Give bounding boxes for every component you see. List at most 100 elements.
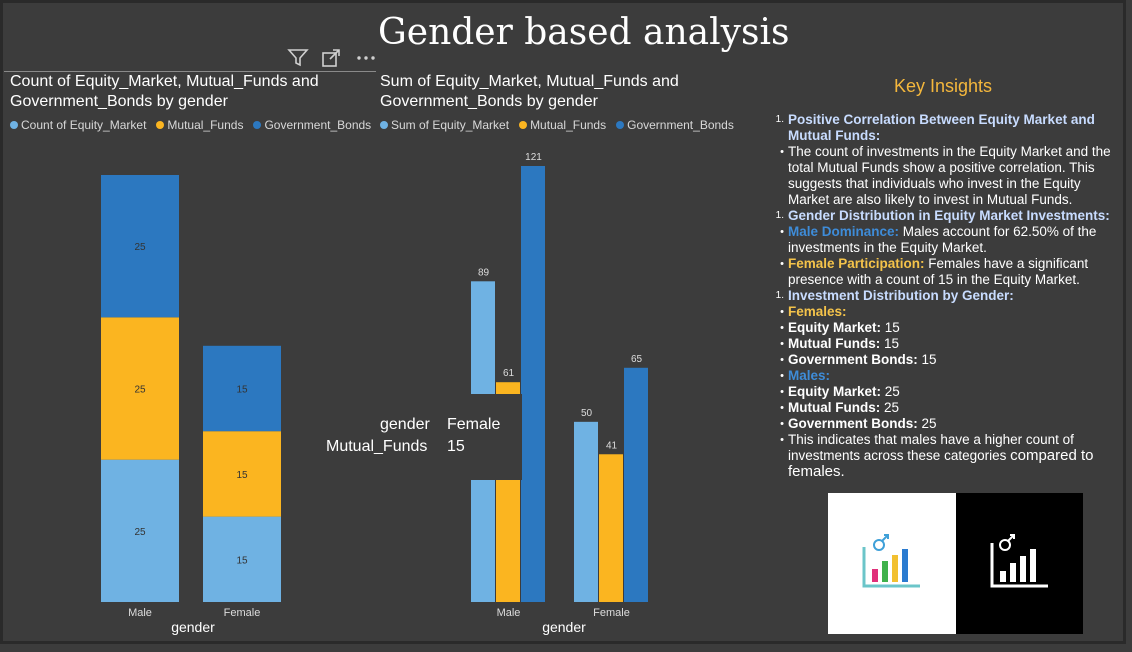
- bullet: •: [780, 306, 784, 318]
- bullet: •: [780, 402, 784, 414]
- insights-text: 1. Positive Correlation Between Equity Ma…: [770, 112, 1125, 480]
- legend-item-mutual[interactable]: Mutual_Funds: [156, 118, 243, 132]
- legend-dot: [10, 121, 18, 129]
- stat-value: 25: [917, 416, 937, 431]
- insight-body: The count of investments in the Equity M…: [788, 144, 1111, 207]
- legend-dot: [519, 121, 528, 129]
- list-item: • Mutual Funds: 15: [770, 336, 1125, 352]
- x-axis-label: gender: [171, 619, 215, 635]
- legend-item-equity[interactable]: Count of Equity_Market: [10, 118, 146, 132]
- legend-label: Mutual_Funds: [530, 118, 607, 132]
- conclusion-text-large: compared to females.: [788, 447, 1094, 480]
- bar-male-equity[interactable]: [101, 459, 179, 602]
- insight-heading: 1. Investment Distribution by Gender:: [770, 288, 1125, 304]
- bullet: •: [780, 370, 784, 382]
- data-label: 25: [134, 242, 146, 253]
- insight-heading-text: Investment Distribution by Gender:: [788, 288, 1014, 303]
- bullet: •: [780, 354, 784, 366]
- legend-item-equity[interactable]: Sum of Equity_Market: [380, 118, 509, 132]
- legend-item-mutual[interactable]: Mutual_Funds: [519, 118, 606, 132]
- data-label: 121: [525, 152, 542, 163]
- bar-female-mutual-funds[interactable]: [203, 431, 281, 517]
- stat-label: Mutual Funds:: [788, 336, 881, 351]
- right-chart-title: Sum of Equity_Market, Mutual_Funds and G…: [380, 73, 679, 110]
- legend-label: Count of Equity_Market: [21, 118, 147, 132]
- tooltip-value-measure: 15: [447, 438, 465, 455]
- filter-icon[interactable]: [287, 48, 309, 68]
- stat-label: Mutual Funds:: [788, 400, 881, 415]
- gender-bar-chart-icon: [862, 534, 920, 588]
- focus-mode-icon[interactable]: [321, 48, 341, 68]
- bar-female-government-bonds[interactable]: [203, 345, 281, 432]
- tooltip-key-measure: Mutual_Funds: [326, 438, 428, 455]
- legend-item-gov[interactable]: Government_Bonds: [253, 118, 371, 132]
- right-clustered-bar-chart[interactable]: 89 61 121 Male 50 41 65 Female gender: [376, 140, 756, 640]
- stat-value: 25: [880, 400, 900, 415]
- visual-header-toolbar: [287, 48, 375, 68]
- left-chart-legend: Count of Equity_Market Mutual_Funds Gove…: [10, 118, 371, 132]
- stat-label: Government Bonds:: [788, 352, 918, 367]
- bar-female-government-bonds[interactable]: [624, 367, 648, 602]
- conclusion-text: This indicates that males have a higher …: [788, 432, 1074, 463]
- chart-tooltip: gender Female Mutual_Funds 15: [322, 394, 522, 480]
- list-item: • Male Dominance: Males account for 62.50…: [770, 224, 1125, 256]
- bullet: •: [780, 322, 784, 334]
- bar-female-mutual-funds[interactable]: [599, 454, 623, 602]
- bullet: •: [780, 146, 784, 158]
- legend-dot: [156, 121, 165, 129]
- data-label: 50: [581, 408, 593, 419]
- list-item: • Equity Market: 15: [770, 320, 1125, 336]
- x-axis-label: gender: [542, 619, 586, 635]
- legend-item-gov[interactable]: Government_Bonds: [616, 118, 734, 132]
- data-label: 15: [236, 385, 248, 396]
- gender-bar-chart-icon: [990, 534, 1048, 588]
- list-item: • The count of investments in the Equity …: [770, 144, 1125, 208]
- bar-female-equity[interactable]: [203, 516, 281, 602]
- stat-value: 15: [881, 320, 900, 335]
- bullet: •: [780, 258, 784, 270]
- male-dominance-label: Male Dominance:: [788, 224, 900, 239]
- legend-label: Mutual_Funds: [167, 118, 244, 132]
- right-chart-legend: Sum of Equity_Market Mutual_Funds Govern…: [380, 118, 734, 132]
- bullet: •: [780, 338, 784, 350]
- males-label: Males:: [788, 368, 831, 383]
- bar-male-mutual-funds[interactable]: [101, 317, 179, 460]
- bar-male-government-bonds[interactable]: [101, 175, 179, 318]
- x-tick-label: Female: [593, 607, 630, 619]
- data-label: 65: [631, 354, 643, 365]
- stat-label: Government Bonds:: [788, 416, 918, 431]
- more-options-icon[interactable]: [355, 48, 375, 68]
- left-stacked-bar-chart[interactable]: 25 25 25 Male 15 15 15 Female gender: [0, 140, 376, 640]
- bullet: •: [780, 434, 784, 446]
- tooltip-key-gender: gender: [380, 416, 430, 433]
- bullet: •: [780, 226, 784, 238]
- male-dominance-text: Males account for 62.50% of the investme…: [788, 224, 1097, 255]
- legend-dot: [380, 121, 388, 129]
- bar-male-government-bonds[interactable]: [521, 166, 545, 602]
- list-item: • Female Participation: Females have a si…: [770, 256, 1125, 288]
- data-label: 15: [236, 555, 248, 566]
- tooltip-value-gender: Female: [447, 416, 501, 433]
- gender-chart-image-dark: [956, 493, 1083, 634]
- stat-label: Equity Market:: [788, 384, 882, 399]
- insight-heading: 1. Positive Correlation Between Equity Ma…: [770, 112, 1125, 144]
- bar-female-equity[interactable]: [574, 421, 598, 602]
- list-item: • This indicates that males have a higher…: [770, 432, 1125, 480]
- list-item: • Females:: [770, 304, 1125, 320]
- stat-value: 25: [881, 384, 900, 399]
- legend-label: Government_Bonds: [264, 118, 372, 132]
- data-label: 25: [134, 385, 146, 396]
- list-item: • Males:: [770, 368, 1125, 384]
- x-tick-label: Female: [224, 607, 261, 619]
- data-label: 15: [236, 470, 248, 481]
- page-title: Gender based analysis: [378, 12, 790, 53]
- bullet: •: [780, 418, 784, 430]
- data-label: 61: [503, 368, 515, 379]
- left-visual-container[interactable]: [4, 71, 376, 639]
- x-tick-label: Male: [128, 607, 152, 619]
- insight-heading: 1. Gender Distribution in Equity Market I…: [770, 208, 1125, 224]
- insight-heading-text: Gender Distribution in Equity Market Inv…: [788, 208, 1110, 223]
- list-item: • Equity Market: 25: [770, 384, 1125, 400]
- legend-label: Government_Bonds: [627, 118, 734, 132]
